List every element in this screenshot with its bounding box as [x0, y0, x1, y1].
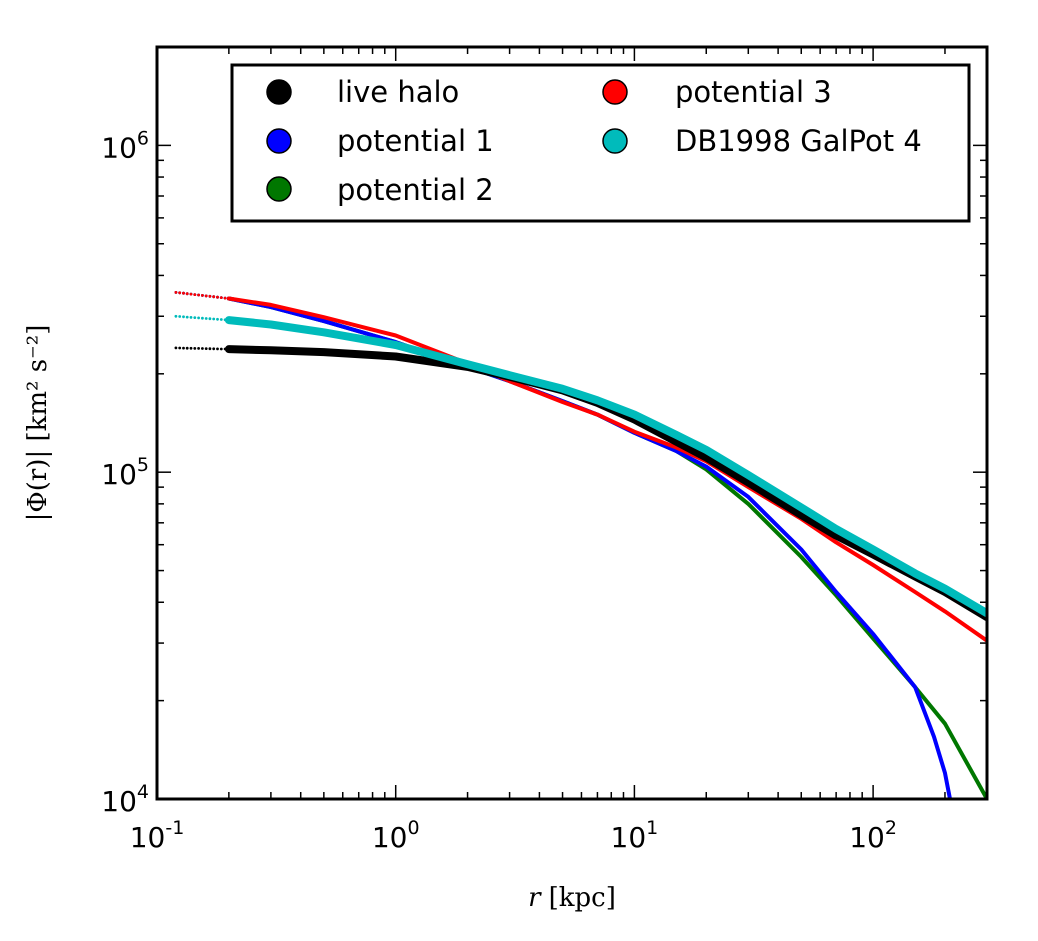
y-tick-label: 106	[101, 127, 149, 164]
legend-marker-potential-2	[266, 176, 292, 202]
series-point-potential-3	[208, 294, 212, 298]
series-point-potential-3	[174, 291, 178, 294]
series-point-live-halo	[185, 346, 189, 350]
series-point-db1998-galpot-4	[185, 315, 189, 319]
series-point-db1998-galpot-4	[212, 317, 216, 321]
legend-marker-potential-3	[602, 79, 628, 105]
legend-marker-live-halo	[266, 79, 292, 105]
series-point-db1998-galpot-4	[193, 316, 197, 319]
plot-frame	[155, 45, 989, 801]
series-point-potential-3	[193, 293, 197, 296]
series-point-live-halo	[197, 347, 201, 350]
series-point-live-halo	[201, 347, 204, 350]
legend-label-potential-2: potential 2	[337, 173, 494, 207]
series-layer	[174, 291, 987, 799]
series-point-live-halo	[189, 346, 193, 350]
series-point-live-halo	[182, 346, 185, 350]
legend-label-db1998-galpot-4: DB1998 GalPot 4	[675, 124, 922, 158]
series-point-live-halo	[193, 347, 197, 350]
x-tick-label: 100	[372, 817, 420, 854]
series-point-db1998-galpot-4	[201, 316, 204, 320]
series-point-potential-3	[212, 295, 216, 299]
series-live-halo	[174, 345, 987, 622]
series-point-potential-3	[227, 297, 231, 300]
legend-label-potential-3: potential 3	[675, 75, 832, 109]
series-point-live-halo	[227, 347, 231, 351]
legend-label-potential-1: potential 1	[337, 124, 494, 158]
legend-marker-potential-1	[266, 128, 292, 154]
series-point-potential-3	[204, 294, 208, 298]
series-point-potential-3	[178, 291, 182, 295]
legend-box	[230, 63, 971, 223]
series-point-db1998-galpot-4	[219, 318, 223, 321]
series-point-potential-3	[189, 292, 193, 296]
series-point-db1998-galpot-4	[223, 318, 227, 322]
series-point-live-halo	[178, 346, 182, 350]
y-tick-label: 105	[101, 454, 149, 491]
series-point-db1998-galpot-4	[189, 316, 193, 319]
series-point-live-halo	[216, 347, 219, 351]
series-point-db1998-galpot-4	[178, 315, 182, 318]
series-point-potential-3	[201, 294, 204, 297]
series-point-live-halo	[174, 346, 178, 350]
series-line-potential-3	[226, 296, 987, 643]
series-point-potential-3	[182, 291, 185, 295]
series-db1998-galpot-4	[174, 314, 987, 618]
x-axis-label: r [kpc]	[528, 883, 616, 913]
series-point-potential-3	[223, 296, 227, 300]
series-point-live-halo	[219, 347, 223, 351]
series-point-db1998-galpot-4	[204, 317, 208, 320]
legend-label-live-halo: live halo	[337, 75, 459, 109]
series-point-potential-3	[197, 293, 201, 297]
series-point-live-halo	[204, 347, 208, 350]
x-tick-label: 102	[849, 817, 897, 854]
series-point-db1998-galpot-4	[197, 316, 201, 320]
series-point-live-halo	[208, 347, 212, 351]
series-point-potential-3	[216, 295, 219, 299]
y-tick-label: 104	[101, 781, 149, 818]
series-point-live-halo	[212, 347, 216, 351]
x-tick-label: 101	[611, 817, 659, 854]
series-line-db1998-galpot-4	[224, 316, 987, 618]
series-point-db1998-galpot-4	[182, 315, 185, 319]
series-point-potential-3	[219, 296, 223, 299]
legend-marker-db1998-galpot-4	[602, 128, 628, 154]
series-point-db1998-galpot-4	[208, 317, 212, 321]
series-point-db1998-galpot-4	[227, 318, 231, 322]
series-point-db1998-galpot-4	[216, 317, 219, 321]
series-point-potential-3	[185, 292, 189, 296]
series-point-db1998-galpot-4	[174, 314, 178, 318]
series-potential-3	[174, 291, 987, 643]
legend: live halo potential 1 potential 2 potent…	[230, 63, 971, 223]
x-tick-label: 10-1	[130, 817, 185, 854]
y-axis-label: |Φ(r)| [km² s⁻²]	[23, 325, 53, 522]
series-line-live-halo	[224, 345, 987, 622]
series-point-live-halo	[223, 347, 227, 351]
